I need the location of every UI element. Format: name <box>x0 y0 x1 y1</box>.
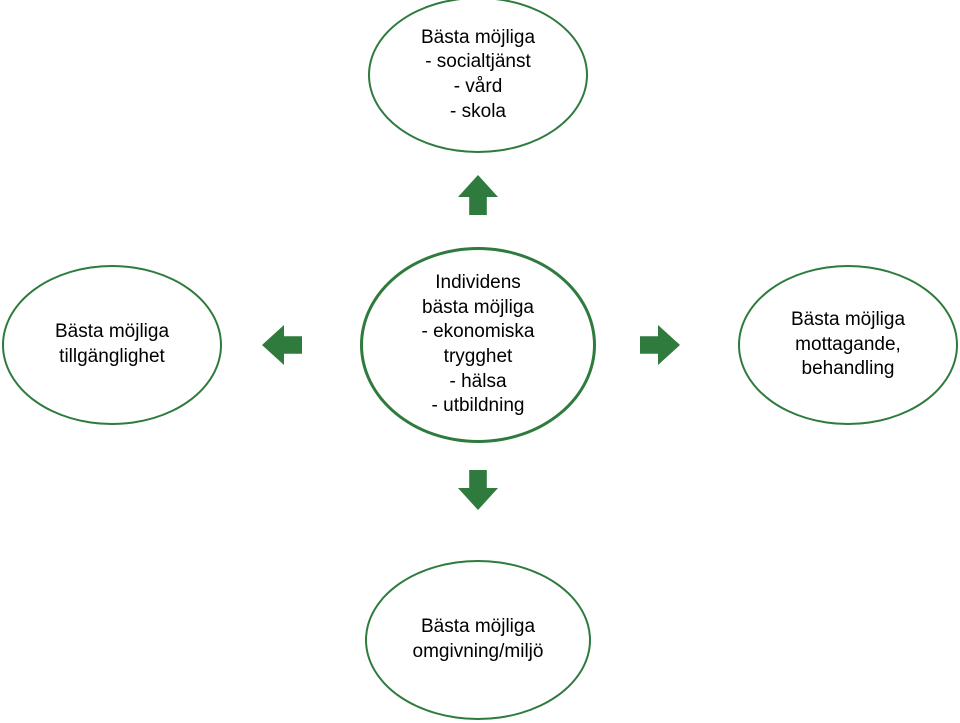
ellipse-left: Bästa möjliga tillgänglighet <box>2 265 222 425</box>
arrow-left-icon <box>262 325 302 365</box>
ellipse-right: Bästa möjliga mottagande, behandling <box>738 265 958 425</box>
ellipse-center-line-5: - utbildning <box>432 394 525 419</box>
ellipse-right-line-1: mottagande, <box>795 333 901 358</box>
ellipse-top: Bästa möjliga - socialtjänst - vård - sk… <box>368 0 588 153</box>
ellipse-center: Individens bästa möjliga - ekonomiska tr… <box>360 247 596 443</box>
ellipse-center-line-1: bästa möjliga <box>422 296 534 321</box>
ellipse-center-line-0: Individens <box>435 271 521 296</box>
ellipse-top-line-1: - socialtjänst <box>425 50 531 75</box>
ellipse-top-line-3: - skola <box>450 100 506 125</box>
ellipse-center-line-2: - ekonomiska <box>422 320 535 345</box>
ellipse-center-line-4: - hälsa <box>449 370 506 395</box>
ellipse-left-line-0: Bästa möjliga <box>55 320 169 345</box>
ellipse-left-line-1: tillgänglighet <box>59 345 165 370</box>
arrow-up-icon <box>458 175 498 215</box>
arrow-right-icon <box>640 325 680 365</box>
ellipse-bottom: Bästa möjliga omgivning/miljö <box>365 560 591 720</box>
ellipse-top-line-0: Bästa möjliga <box>421 26 535 51</box>
ellipse-bottom-line-1: omgivning/miljö <box>413 640 544 665</box>
ellipse-center-line-3: trygghet <box>444 345 513 370</box>
ellipse-right-line-2: behandling <box>802 357 895 382</box>
ellipse-top-line-2: - vård <box>454 75 503 100</box>
arrow-down-icon <box>458 470 498 510</box>
ellipse-right-line-0: Bästa möjliga <box>791 308 905 333</box>
ellipse-bottom-line-0: Bästa möjliga <box>421 615 535 640</box>
